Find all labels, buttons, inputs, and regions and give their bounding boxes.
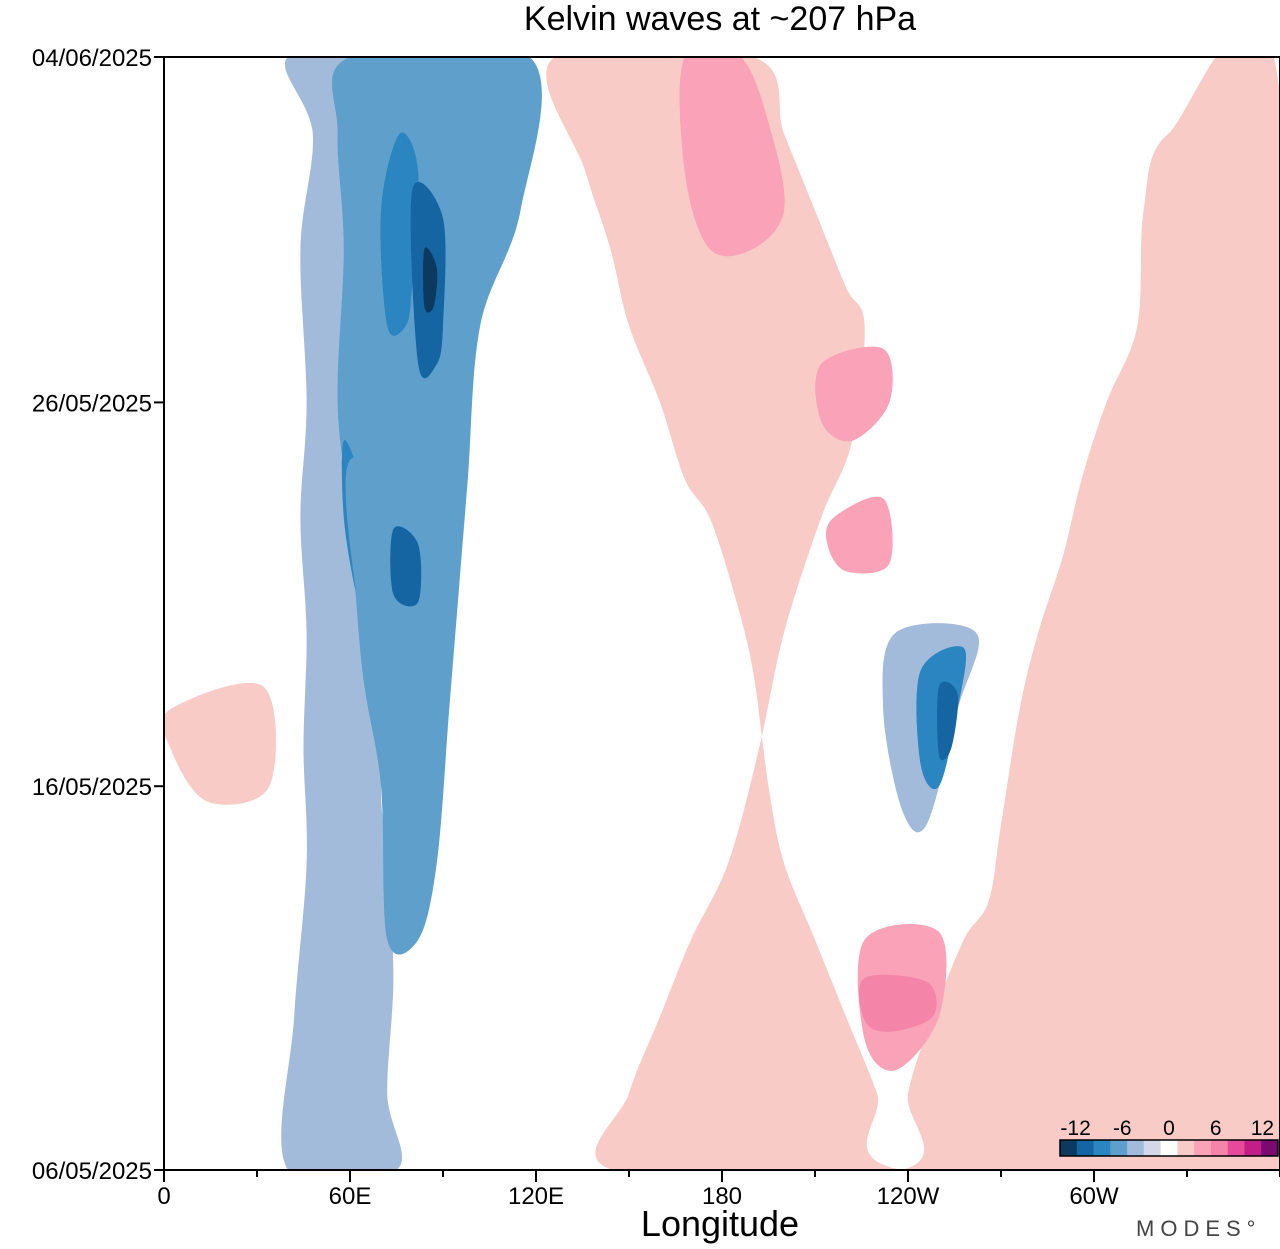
colorbar-swatch xyxy=(1177,1140,1195,1156)
y-tick-label: 04/06/2025 xyxy=(32,45,152,72)
colorbar-swatch xyxy=(1060,1140,1078,1156)
x-axis-title: Longitude xyxy=(641,1203,799,1244)
y-tick-label: 06/05/2025 xyxy=(32,1158,152,1185)
colorbar-tick-label: 12 xyxy=(1251,1117,1274,1140)
colorbar-swatch xyxy=(1244,1140,1262,1156)
colorbar-swatch xyxy=(1210,1140,1229,1156)
colorbar-tick-label: 0 xyxy=(1163,1117,1175,1140)
colorbar-tick-label: 6 xyxy=(1210,1117,1222,1140)
colorbar: -12 -6 0 6 12 xyxy=(1059,1117,1279,1157)
positive-anomaly-region-16 xyxy=(858,974,937,1032)
negative-anomaly-region-2 xyxy=(380,132,419,336)
colorbar-swatch xyxy=(1194,1140,1212,1156)
modes-logo: MODES° xyxy=(1136,1216,1261,1241)
positive-anomaly-region-13 xyxy=(815,346,893,442)
x-tick-label: 60W xyxy=(1069,1183,1119,1210)
colorbar-tick-label: -12 xyxy=(1060,1117,1090,1140)
x-tick-label: 120W xyxy=(877,1183,940,1210)
colorbar-frame xyxy=(1059,1139,1279,1157)
negative-anomaly-region-0 xyxy=(281,57,407,1170)
positive-anomaly-region-12 xyxy=(679,57,785,257)
y-tick-label: 16/05/2025 xyxy=(32,774,152,801)
positive-anomaly-region-11 xyxy=(546,57,1280,1170)
colorbar-swatch xyxy=(1143,1140,1162,1156)
colorbar-swatch xyxy=(1110,1140,1128,1156)
x-tick-label: 180 xyxy=(702,1183,742,1210)
chart-title: Kelvin waves at ~207 hPa xyxy=(524,0,916,38)
x-axis: 0 60E 120E 180 120W 60W xyxy=(157,1170,1280,1210)
x-tick-label: 60E xyxy=(329,1183,372,1210)
colorbar-swatch xyxy=(1160,1140,1178,1156)
y-axis: 04/06/2025 26/05/2025 16/05/2025 06/05/2025 xyxy=(32,45,164,1185)
contour-layer xyxy=(164,57,1280,1170)
colorbar-swatch xyxy=(1093,1140,1111,1156)
positive-anomaly-region-17 xyxy=(164,682,277,805)
x-tick-label: 0 xyxy=(157,1183,170,1210)
colorbar-tick-label: -6 xyxy=(1113,1117,1132,1140)
colorbar-swatch xyxy=(1261,1140,1279,1156)
positive-anomaly-region-14 xyxy=(825,496,893,574)
negative-anomaly-region-10 xyxy=(937,681,959,761)
x-tick-label: 120E xyxy=(508,1183,564,1210)
colorbar-swatch xyxy=(1127,1140,1145,1156)
colorbar-swatch xyxy=(1227,1140,1245,1156)
colorbar-swatch xyxy=(1076,1140,1095,1156)
negative-anomaly-region-5 xyxy=(423,247,438,313)
y-tick-label: 26/05/2025 xyxy=(32,390,152,417)
negative-anomaly-region-7 xyxy=(390,526,422,607)
